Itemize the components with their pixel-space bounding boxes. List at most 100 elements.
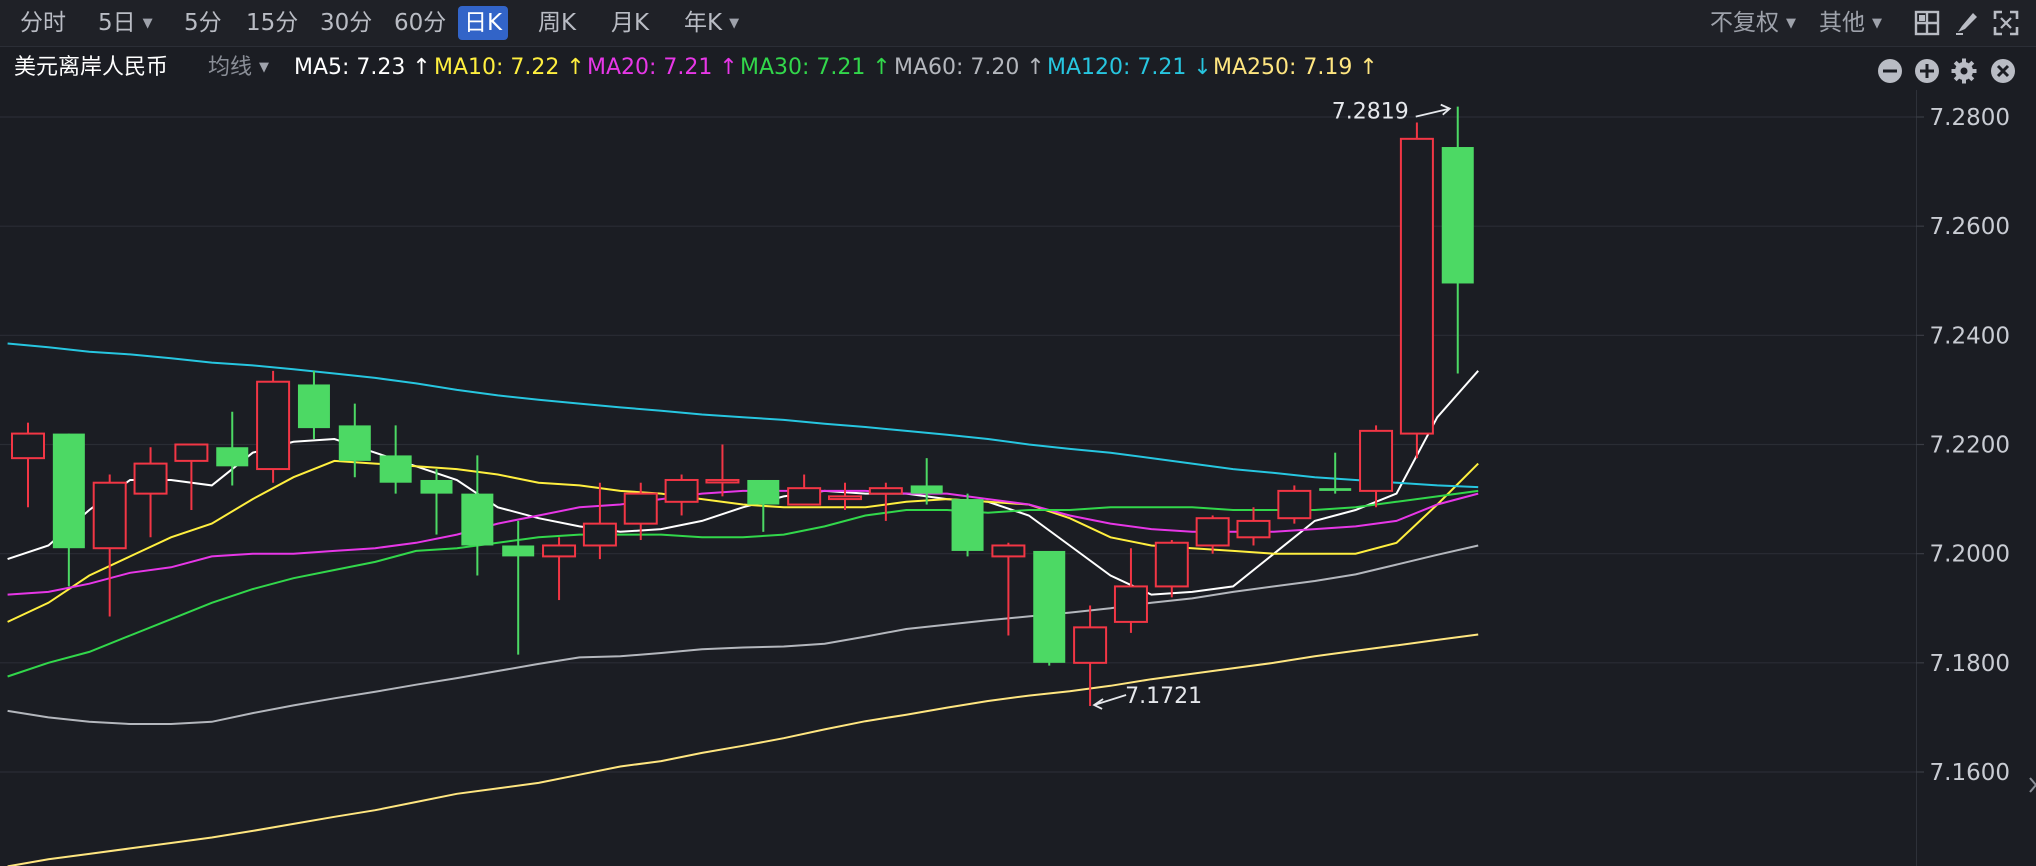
candle[interactable] (664, 474, 699, 516)
tab-period-5[interactable]: 60分 (388, 6, 452, 40)
candle[interactable] (297, 370, 330, 440)
candle-body (747, 479, 780, 505)
candle[interactable] (461, 455, 494, 576)
candle[interactable] (256, 370, 291, 483)
tab-period-9[interactable]: 年K ▼ (678, 6, 745, 40)
ma-legend-item: MA5: 7.23 ↑ (294, 55, 431, 80)
candle[interactable] (338, 403, 371, 478)
candle[interactable] (705, 444, 740, 497)
candle[interactable] (92, 474, 127, 617)
price-axis-separator (1916, 90, 1917, 866)
candle[interactable] (379, 425, 412, 494)
tab-period-8[interactable]: 月K (605, 6, 655, 40)
candle-body (1399, 137, 1434, 435)
candle-body (1441, 147, 1474, 284)
tab-period-0[interactable]: 分时 (14, 6, 72, 40)
tab-period-3[interactable]: 15分 (240, 6, 304, 40)
plus-circle-icon[interactable] (1914, 58, 1940, 84)
settings-gear-icon[interactable] (1951, 58, 1977, 84)
candle[interactable] (1319, 452, 1352, 494)
tab-period-6[interactable]: 日K (458, 6, 509, 40)
candle[interactable] (747, 479, 780, 532)
dropdown-label: 不复权 (1710, 10, 1779, 36)
tab-label: 年K (684, 10, 723, 36)
candle[interactable] (1033, 550, 1066, 666)
ma-line-ma5 (7, 370, 1479, 596)
candle[interactable] (951, 493, 984, 557)
candle-body (705, 478, 740, 484)
candle-body (216, 447, 249, 467)
tab-period-4[interactable]: 30分 (314, 6, 378, 40)
resize-grip-icon[interactable] (2029, 777, 2036, 793)
candle[interactable] (216, 411, 249, 486)
chevron-down-icon: ▼ (259, 60, 270, 75)
candle-body (582, 522, 617, 547)
ma-line-ma30 (7, 489, 1479, 678)
tab-label: 5分 (184, 10, 222, 36)
candle-body (338, 425, 371, 461)
y-axis-tick-label: 7.2000 (1930, 542, 2010, 568)
candle[interactable] (1113, 548, 1148, 633)
candlestick-chart[interactable]: 7.2800 7.2600 7.2400 7.2200 7.2000 7.1800 7.16… (0, 90, 2036, 866)
candle[interactable] (787, 474, 822, 506)
symbol-name: 美元离岸人民币 (14, 55, 169, 80)
tab-period-2[interactable]: 5分 (178, 6, 228, 40)
candle[interactable] (1441, 106, 1474, 374)
ma-line-ma250 (7, 633, 1479, 866)
tab-label: 日K (464, 10, 503, 36)
candle[interactable] (1073, 605, 1108, 706)
other-options-dropdown[interactable]: 其他 ▼ (1813, 6, 1888, 40)
ma-line-ma20 (7, 489, 1479, 596)
ma-legend-item: MA120: 7.21 ↓ (1047, 55, 1212, 80)
candle[interactable] (1195, 515, 1230, 554)
ma-legend-item: MA60: 7.20 ↑ (894, 55, 1045, 80)
candle[interactable] (133, 447, 168, 538)
candle[interactable] (420, 469, 453, 535)
grid-layout-icon[interactable] (1913, 9, 1941, 37)
ma-line-ma120 (7, 342, 1479, 489)
indicator-dropdown[interactable]: 均线 ▼ (208, 52, 269, 84)
candle-body (991, 544, 1026, 558)
tab-period-1[interactable]: 5日 ▼ (92, 6, 159, 40)
candle-body (297, 384, 330, 429)
candle[interactable] (991, 542, 1026, 636)
candle[interactable] (582, 482, 617, 560)
fullscreen-icon[interactable] (1992, 9, 2020, 37)
candle[interactable] (828, 482, 862, 510)
candle[interactable] (502, 520, 535, 655)
ma-line-ma10 (7, 459, 1479, 623)
candle[interactable] (1277, 485, 1312, 524)
candle-body (1073, 626, 1108, 664)
candle-body (828, 495, 862, 501)
candle[interactable] (1359, 425, 1394, 508)
candle[interactable] (174, 443, 209, 511)
candle[interactable] (1399, 122, 1434, 459)
y-axis-tick-label: 7.1600 (1930, 760, 2010, 786)
close-circle-icon[interactable] (1990, 58, 2016, 84)
candle-body (542, 544, 577, 558)
y-axis-tick-label: 7.2400 (1930, 323, 2010, 349)
indicator-label: 均线 (208, 55, 253, 80)
draw-brush-icon[interactable] (1953, 9, 1981, 37)
candle[interactable] (52, 433, 85, 587)
candle[interactable] (11, 422, 45, 508)
candle[interactable] (1154, 540, 1189, 598)
candle[interactable] (1236, 507, 1271, 546)
y-axis-tick-label: 7.2600 (1930, 214, 2010, 240)
minus-circle-icon[interactable] (1877, 58, 1903, 84)
adjust-price-dropdown[interactable]: 不复权 ▼ (1704, 6, 1802, 40)
candle[interactable] (910, 458, 943, 505)
candle[interactable] (623, 482, 658, 541)
chevron-down-icon: ▼ (729, 16, 740, 31)
ma-legend-item: MA250: 7.19 ↑ (1213, 55, 1378, 80)
tab-period-7[interactable]: 周K (532, 6, 582, 40)
candle-body (256, 380, 291, 471)
candle-body (1154, 541, 1189, 588)
ma-legend-item: MA30: 7.21 ↑ (740, 55, 891, 80)
candle-body (1359, 429, 1394, 492)
candle[interactable] (868, 482, 903, 521)
y-axis-tick-label: 7.2800 (1930, 105, 2010, 131)
candle-body (1236, 519, 1271, 539)
candle-body (1195, 517, 1230, 547)
candle[interactable] (542, 537, 577, 601)
